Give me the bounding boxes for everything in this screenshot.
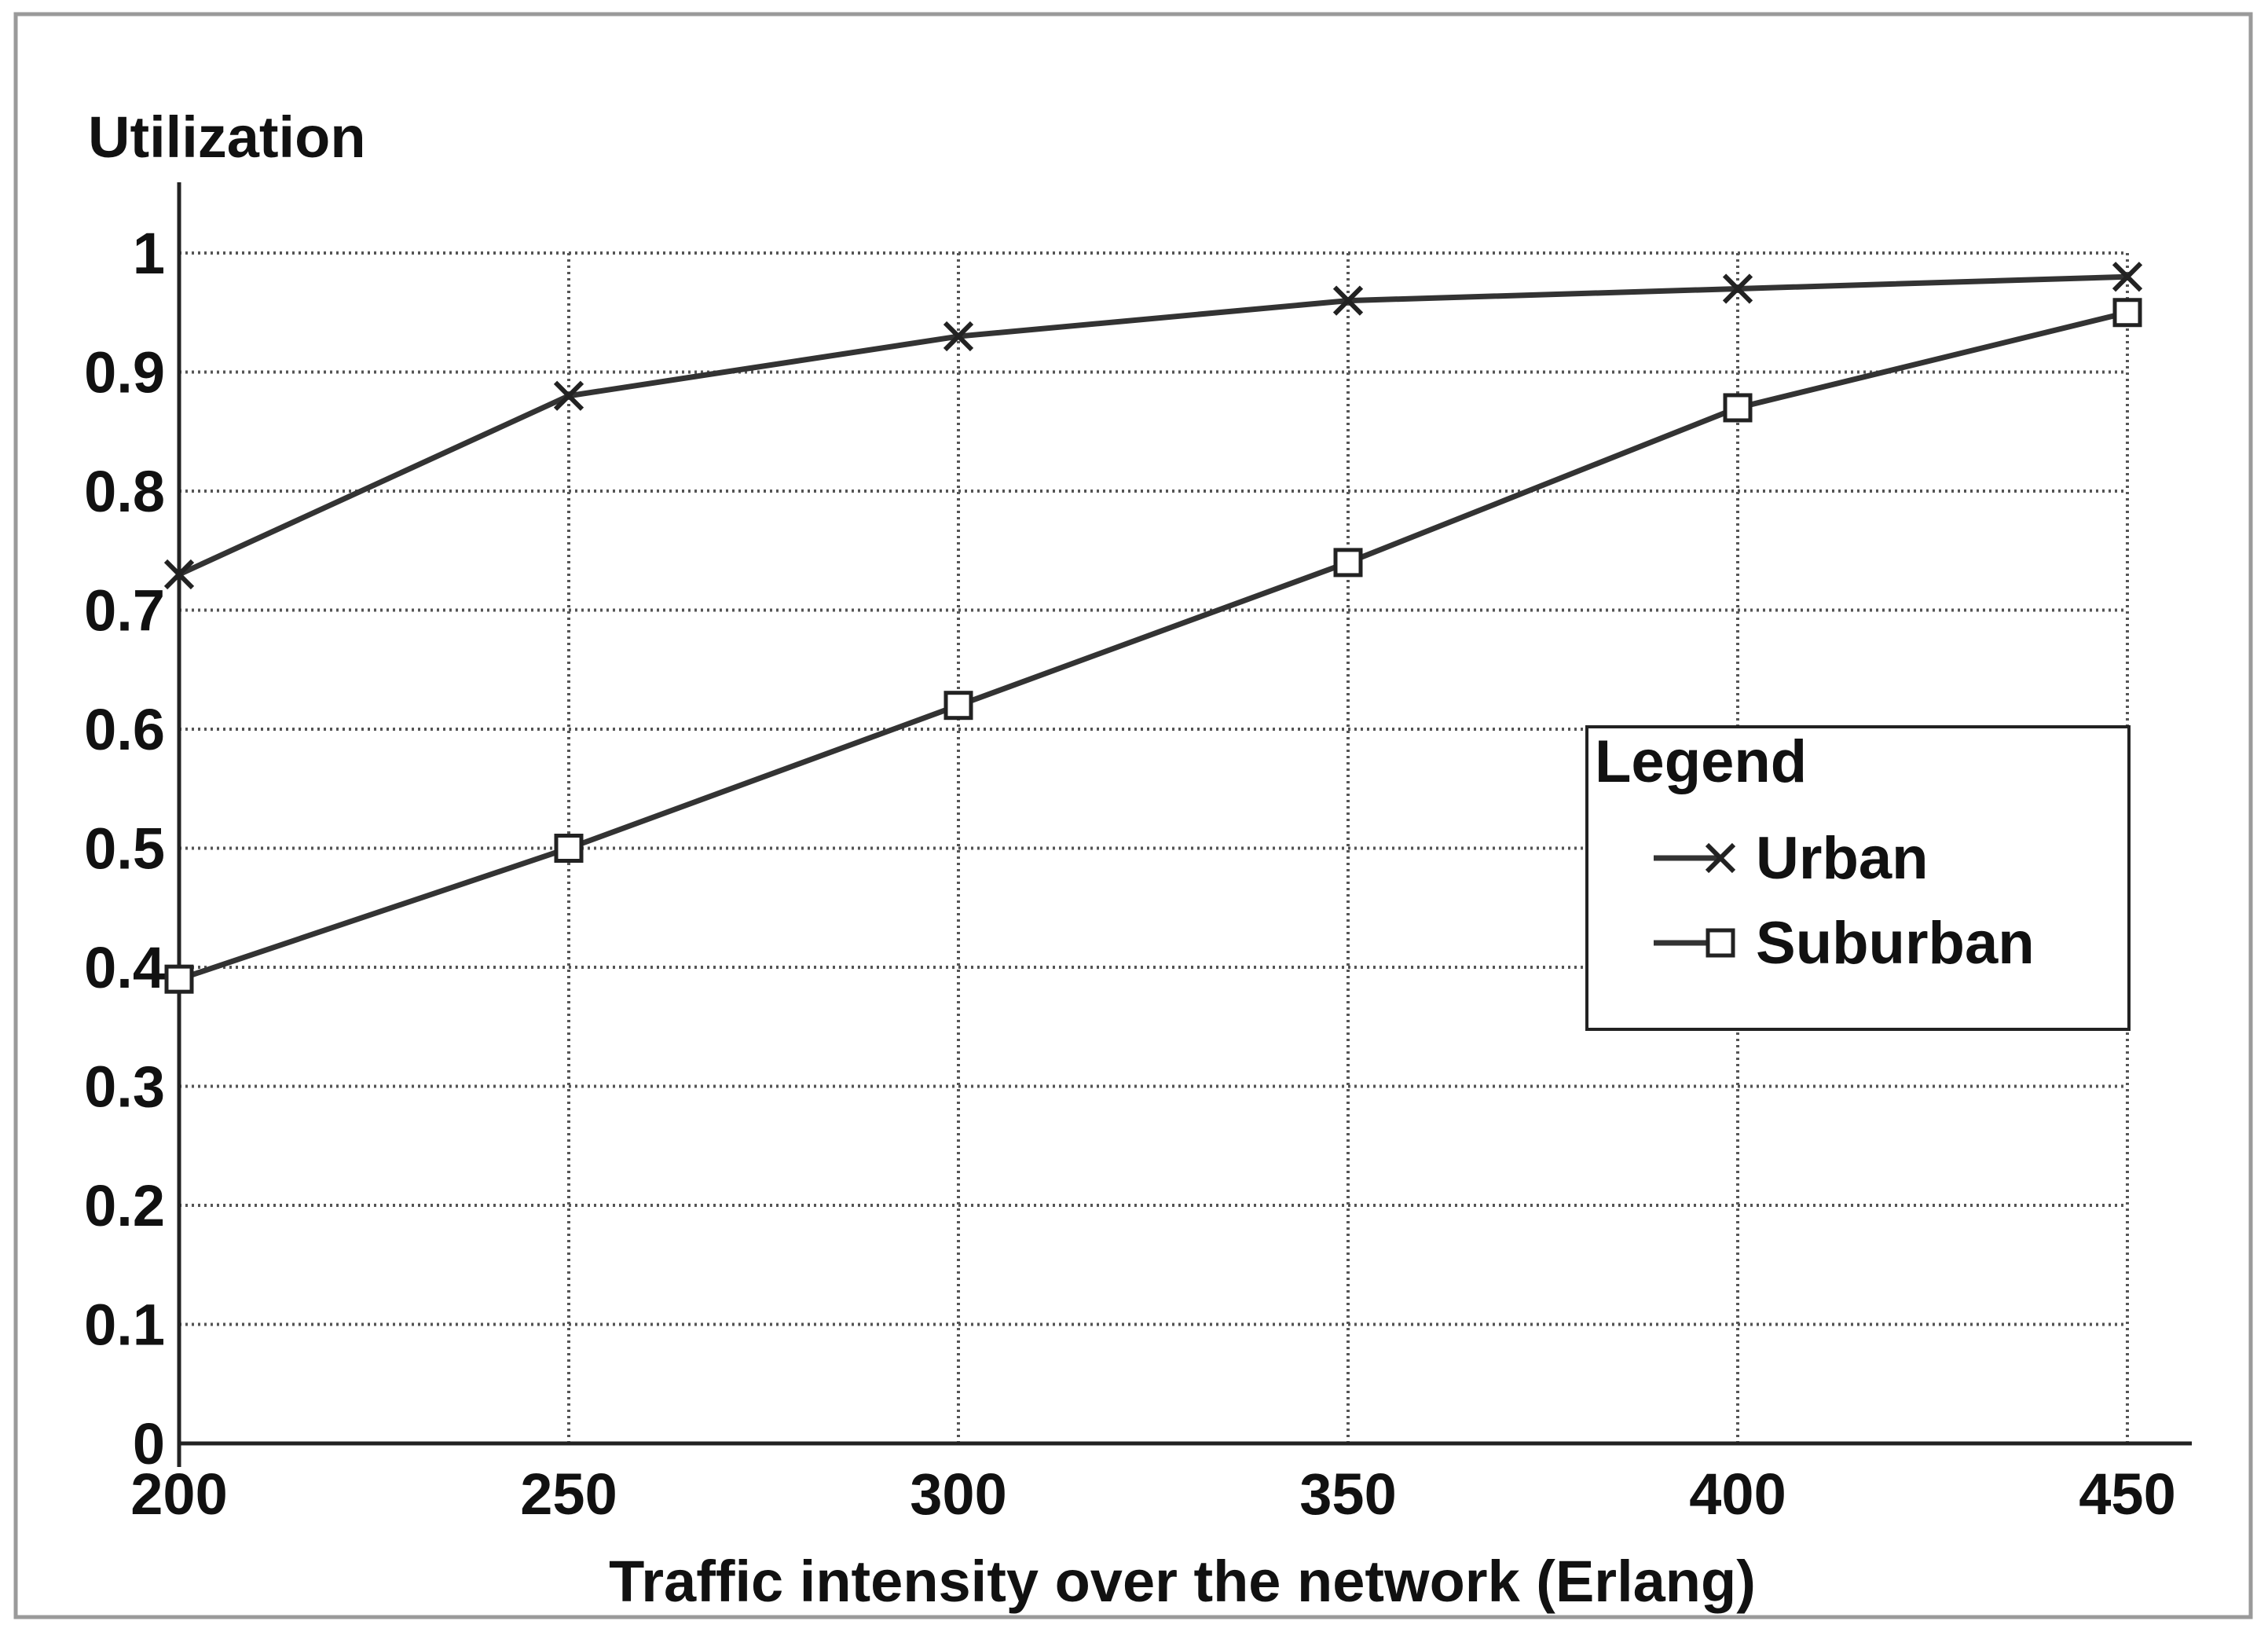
legend-label-suburban: Suburban: [1756, 910, 2035, 977]
y-tick-label: 0.5: [84, 816, 165, 882]
x-marker-stroke: [1722, 273, 1753, 304]
legend: Legend Urban Suburban: [1585, 725, 2131, 1031]
legend-box: [1585, 725, 2131, 1031]
x-tick-label: 300: [910, 1461, 1006, 1527]
x-marker-stroke: [2112, 262, 2143, 292]
x-marker-stroke: [1705, 842, 1736, 874]
axes: [177, 182, 2192, 1467]
y-tick-label: 0.4: [84, 935, 165, 1000]
series-line-urban: [178, 273, 2128, 578]
legend-label-urban: Urban: [1756, 825, 1929, 892]
y-tick-label: 0.6: [84, 697, 165, 762]
x-marker-stroke: [553, 380, 584, 411]
x-tick-label: 400: [1689, 1461, 1786, 1527]
x-marker-stroke: [1332, 285, 1364, 316]
y-tick-label: 0.3: [84, 1054, 165, 1120]
tick-labels: 0 0.1 0.2 0.3 0.4 0.5 0.6 0.7 0.8 0.9 1 200 250 300 35…: [84, 221, 2176, 1527]
x-marker-stroke: [943, 321, 974, 352]
data-point-suburban: [1333, 548, 1363, 578]
legend-marker-urban: [1705, 842, 1736, 874]
x-tick-label: 450: [2079, 1461, 2175, 1527]
data-point-suburban: [2112, 298, 2142, 328]
legend-entry-suburban: Suburban: [1654, 910, 2035, 977]
series-line-suburban: [178, 310, 2128, 982]
legend-marker-suburban: [1706, 928, 1735, 958]
x-axis-title: Traffic intensity over the network (Erla…: [609, 1549, 1756, 1614]
data-point-urban: [2112, 262, 2143, 292]
y-tick-label: 0.8: [84, 459, 165, 524]
y-tick-label: 0.2: [84, 1173, 165, 1238]
legend-entry-urban: Urban: [1654, 825, 1929, 892]
y-tick-label: 0.9: [84, 340, 165, 405]
data-point-urban: [163, 559, 195, 590]
data-point-suburban: [554, 834, 584, 863]
data-point-suburban: [164, 964, 194, 994]
x-tick-label: 200: [130, 1461, 227, 1527]
data-point-suburban: [1723, 393, 1753, 423]
data-point-urban: [943, 321, 974, 352]
data-point-urban: [553, 380, 584, 411]
y-tick-label: 0: [133, 1411, 165, 1476]
y-tick-label: 0.7: [84, 578, 165, 644]
x-tick-label: 250: [520, 1461, 617, 1527]
series: [163, 262, 2143, 994]
x-marker-stroke: [163, 559, 195, 590]
legend-entries: Urban Suburban: [1654, 825, 2035, 977]
y-axis-title: Utilization: [88, 105, 366, 170]
y-tick-label: 1: [133, 221, 165, 286]
grid: [179, 251, 2129, 1443]
data-point-urban: [1332, 285, 1364, 316]
x-tick-label: 350: [1299, 1461, 1396, 1527]
y-tick-label: 0.1: [84, 1293, 165, 1358]
data-point-urban: [1722, 273, 1753, 304]
legend-title: Legend: [1595, 728, 1807, 795]
data-point-suburban: [943, 691, 973, 721]
